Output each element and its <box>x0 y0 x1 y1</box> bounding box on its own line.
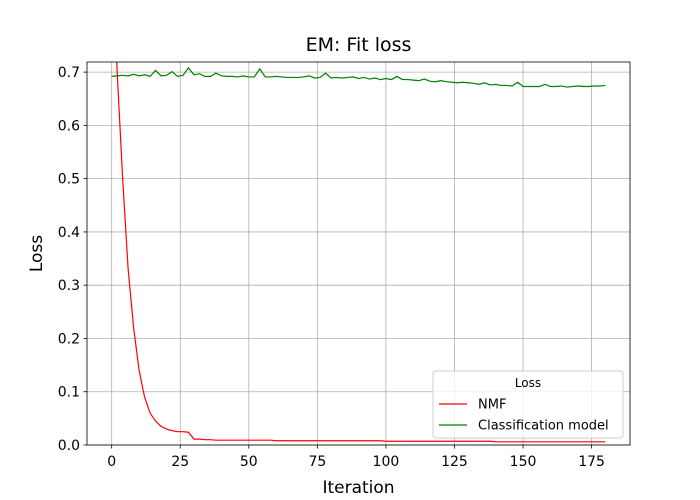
x-tick-label: 25 <box>171 454 189 470</box>
y-tick-label: 0.3 <box>58 278 80 294</box>
series-line <box>111 66 606 88</box>
x-tick-label: 75 <box>308 454 326 470</box>
y-axis-label: Loss <box>27 235 47 272</box>
x-tick-label: 125 <box>441 454 468 470</box>
y-tick-label: 0.4 <box>58 225 80 241</box>
legend-title: Loss <box>515 376 541 390</box>
x-tick-label: 0 <box>107 454 116 470</box>
y-tick-label: 0.5 <box>58 172 80 188</box>
series-line <box>116 62 606 443</box>
legend-label: Classification model <box>478 419 609 434</box>
y-tick-label: 0.0 <box>58 438 80 454</box>
y-tick-label: 0.7 <box>58 65 80 81</box>
y-tick-label: 0.2 <box>58 331 80 347</box>
x-tick-label: 150 <box>510 454 537 470</box>
x-axis-label: Iteration <box>322 478 394 498</box>
y-tick-label: 0.6 <box>58 118 80 134</box>
x-tick-label: 50 <box>240 454 258 470</box>
chart-title: EM: Fit loss <box>306 34 412 56</box>
x-tick-label: 100 <box>373 454 400 470</box>
legend-box <box>432 370 624 439</box>
y-tick-label: 0.1 <box>58 385 80 401</box>
x-tick-label: 175 <box>578 454 605 470</box>
plot-frame <box>86 61 631 446</box>
legend-label: NMF <box>478 398 506 413</box>
